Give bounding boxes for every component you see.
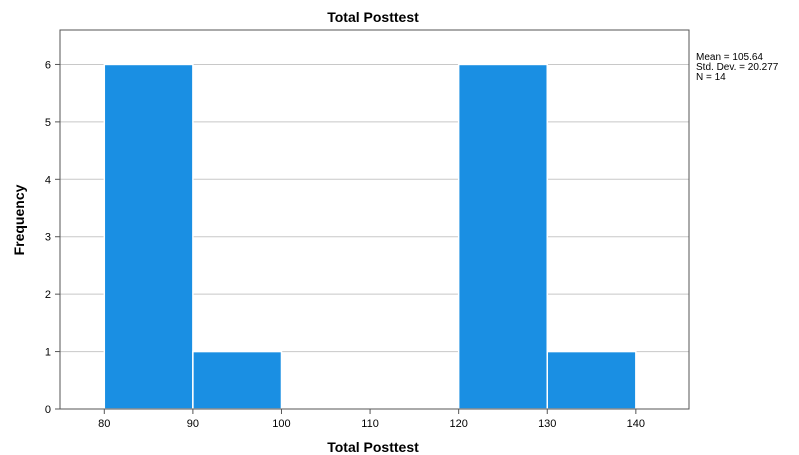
y-axis-label: Frequency bbox=[11, 184, 27, 255]
histogram-bar-90-100 bbox=[192, 350, 283, 410]
stat-std-dev: Std. Dev. = 20.277 bbox=[696, 62, 779, 73]
x-tick-label: 100 bbox=[272, 418, 290, 430]
plot-area-frame bbox=[59, 29, 690, 410]
histogram-bar-130-140 bbox=[546, 350, 637, 410]
y-tick-label: 6 bbox=[45, 59, 51, 71]
x-tick-label: 110 bbox=[361, 418, 379, 430]
histogram-bar-80-90 bbox=[103, 63, 194, 410]
bars bbox=[103, 63, 637, 410]
x-axis-label: Total Posttest bbox=[327, 439, 419, 455]
stat-n: N = 14 bbox=[696, 72, 726, 83]
x-tick-label: 80 bbox=[98, 418, 110, 430]
x-tick-label: 140 bbox=[627, 418, 645, 430]
histogram-bar-120-130 bbox=[457, 63, 549, 410]
y-tick-label: 4 bbox=[45, 174, 51, 186]
x-tick-labels: 80 90 100 110 120 130 140 bbox=[98, 409, 645, 430]
stat-mean: Mean = 105.64 bbox=[696, 52, 763, 63]
y-tick-label: 0 bbox=[45, 404, 51, 416]
axes bbox=[59, 29, 690, 410]
x-tick-label: 120 bbox=[449, 418, 467, 430]
y-tick-label: 3 bbox=[45, 232, 51, 244]
y-tick-label: 5 bbox=[45, 117, 51, 129]
x-tick-label: 130 bbox=[538, 418, 556, 430]
y-tick-label: 2 bbox=[45, 289, 51, 301]
y-tick-label: 1 bbox=[45, 347, 51, 359]
chart-title: Total Posttest bbox=[327, 9, 419, 25]
x-tick-label: 90 bbox=[187, 418, 199, 430]
y-tick-labels: 0 1 2 3 4 5 6 bbox=[45, 59, 60, 416]
stats-box: Mean = 105.64 Std. Dev. = 20.277 N = 14 bbox=[696, 52, 779, 83]
